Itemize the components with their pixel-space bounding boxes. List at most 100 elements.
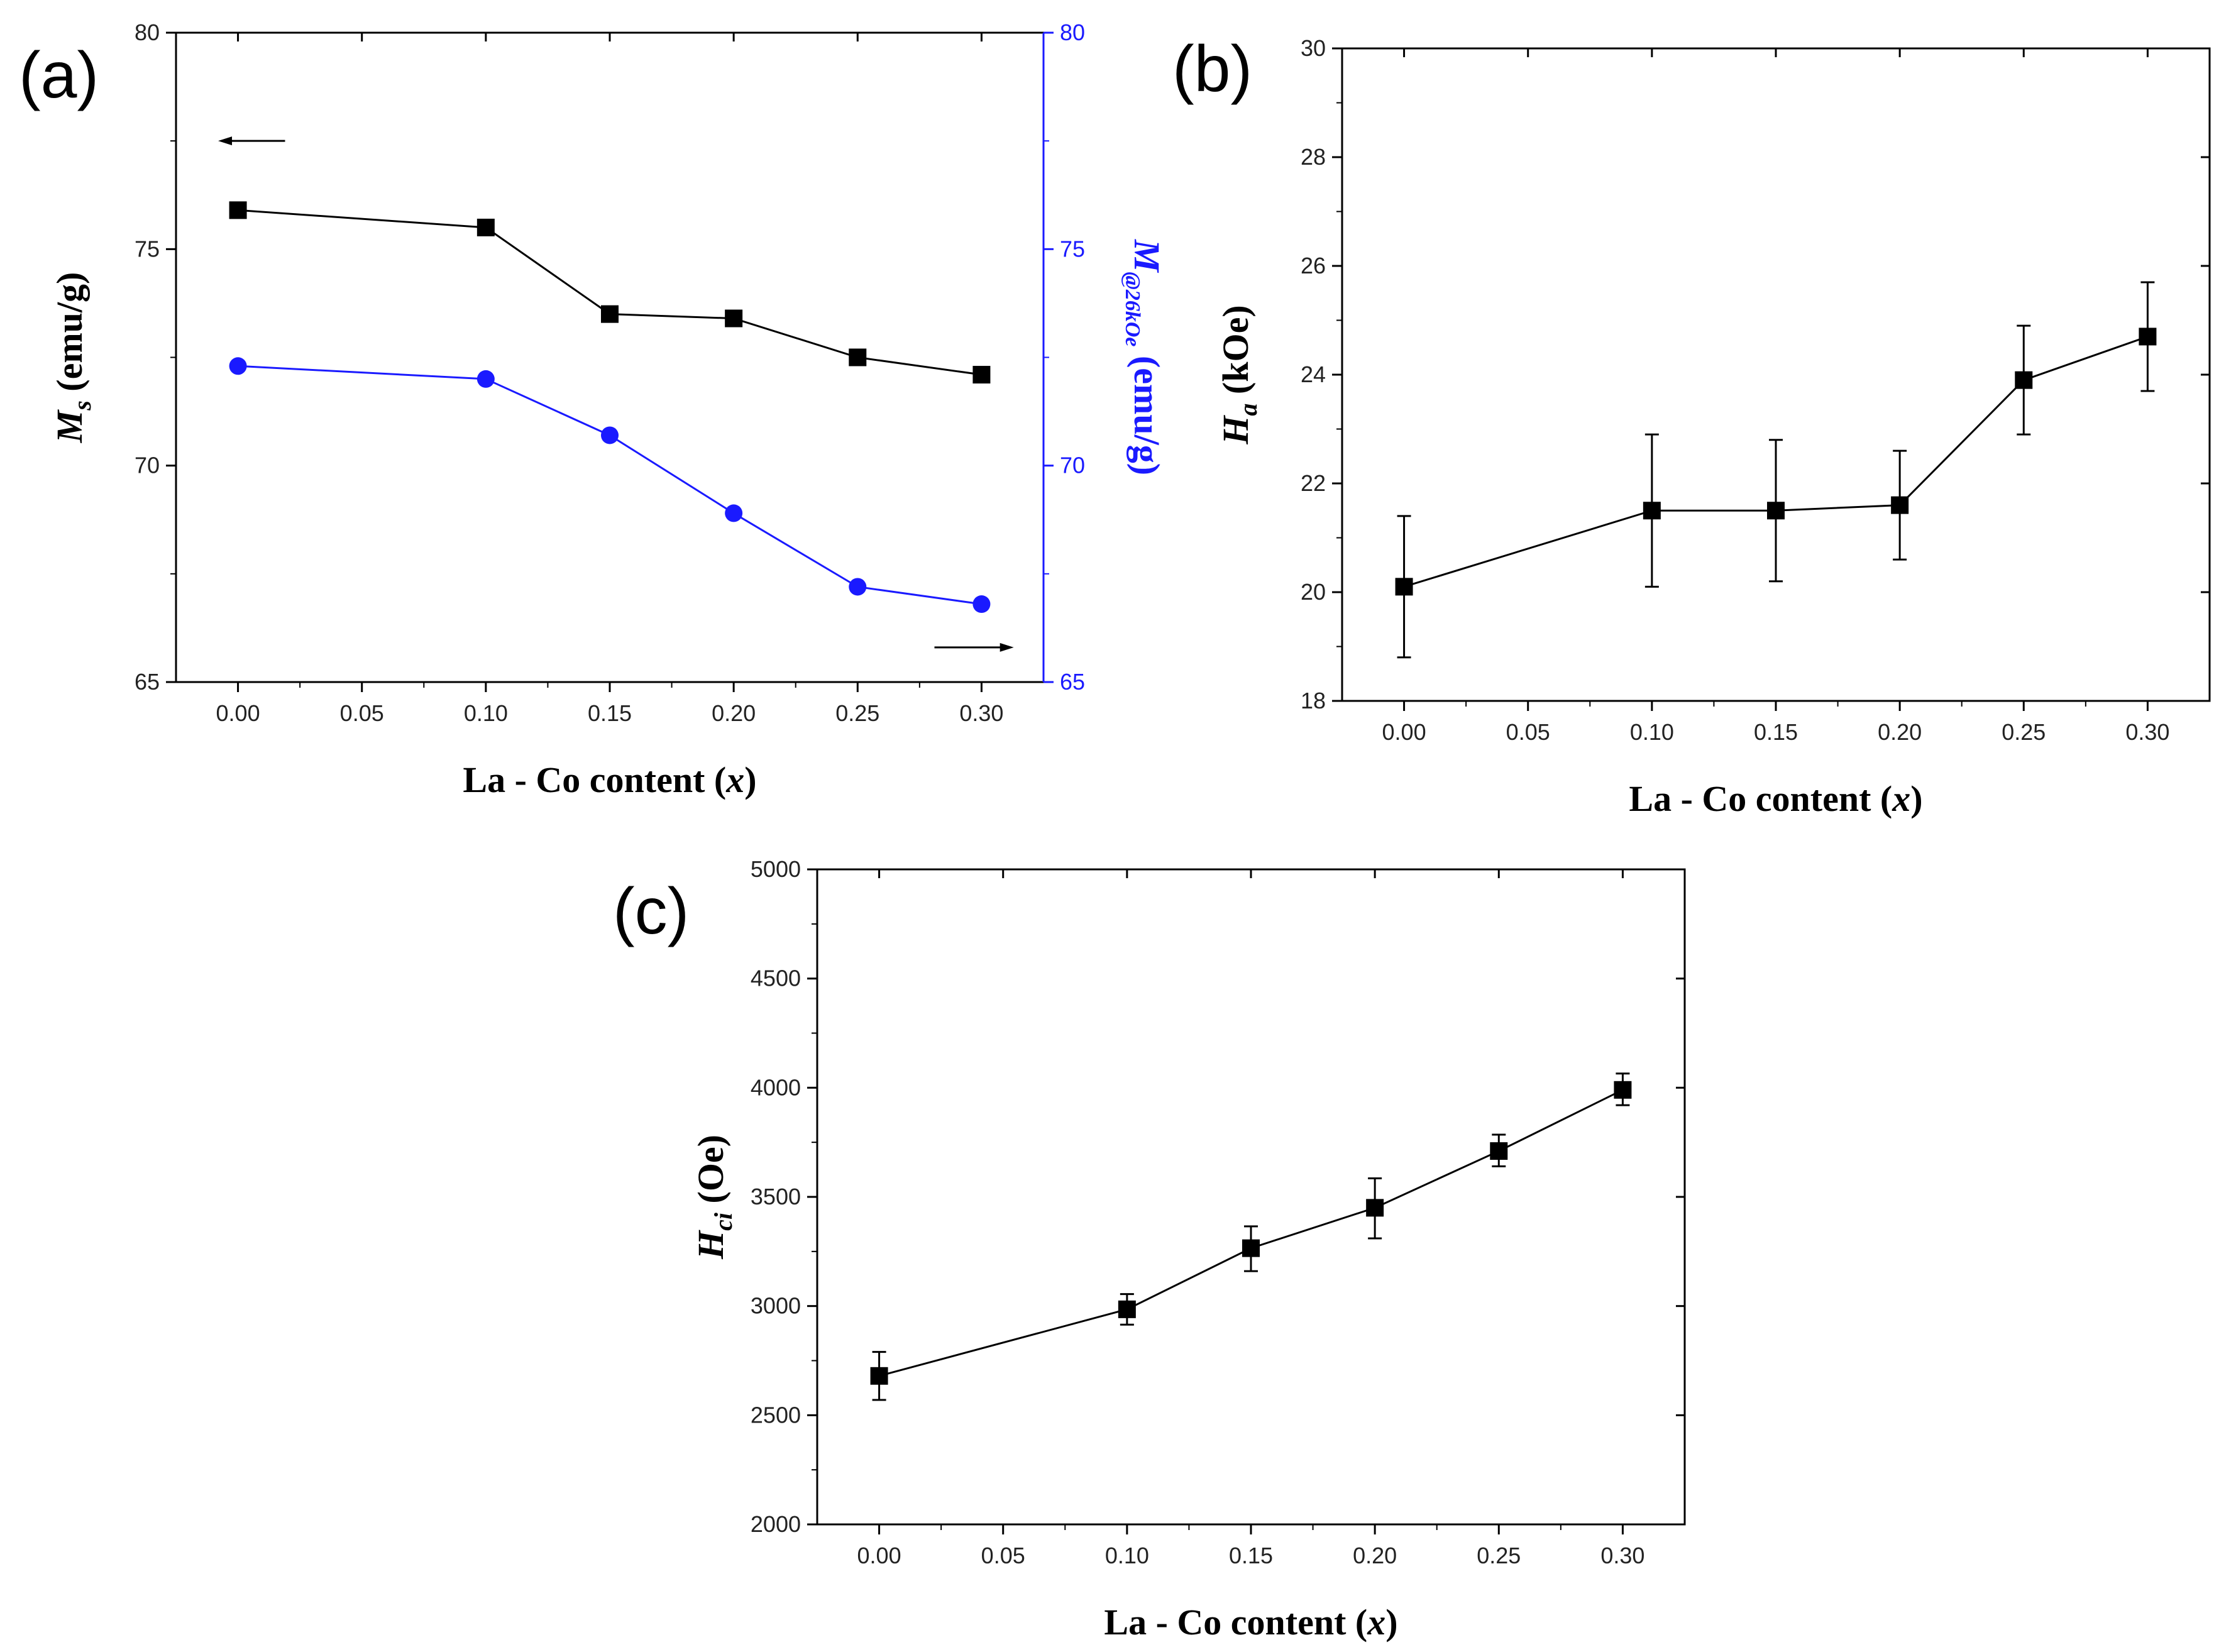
data-point-Ms [476,218,495,236]
panel-a: (a) 0.00 0.05 0.10 0.15 0.20 0.25 0.30 65 70 75 80 6… [19,19,1167,800]
x-axis-title: La - Co content (x) [1629,778,1922,819]
data-point-Ha [2139,328,2157,346]
x-tick-label: 0.20 [712,700,756,726]
x-tick-label: 0.30 [1600,1543,1644,1568]
y-axis-title-sub: ci [709,1213,737,1231]
y-axis-title: Ha (kOe) [1215,305,1262,444]
plot-frame [816,868,1686,1526]
arrow-left-head [218,136,233,146]
x-tick-label: 0.10 [464,700,508,726]
y-axis-title-sub: a [1234,404,1262,416]
data-point-Ha [1891,496,1909,514]
data-point-Ms [849,348,867,366]
data-point-M@26kOe [972,595,991,614]
data-point-Hci [1490,1142,1508,1160]
y-tick-label: 28 [1301,144,1326,170]
y-tick-label: 80 [135,19,160,45]
y-tick-label: 5000 [751,856,801,882]
data-point-Ms [601,305,619,323]
data-point-M@26kOe [601,426,619,444]
y-tick-label: 2000 [751,1511,801,1537]
data-point-Ms [972,366,991,384]
plot-frame [1341,47,2211,702]
x-tick-label: 0.20 [1353,1543,1397,1568]
x-axis-title: La - Co content (x) [1104,1602,1397,1643]
panel-label: (c) [613,875,689,948]
y-tick-label: 2500 [751,1402,801,1428]
y-axis-title-unit: (kOe) [1215,305,1256,403]
y-tick-label: 24 [1301,361,1326,387]
data-point-M@26kOe [476,370,495,388]
y-axis-title-var: H [1215,415,1256,445]
data-point-M@26kOe [725,504,743,522]
y2-tick-label: 80 [1060,19,1085,45]
x-tick-label: 0.10 [1105,1543,1149,1568]
y-tick-label: 30 [1301,35,1326,61]
y-tick-label: 22 [1301,470,1326,496]
y-tick-label: 4000 [751,1074,801,1100]
y-axis-title-sub: s [68,400,96,411]
x-axis-title-close: ) [744,759,756,800]
x-axis-title-var: x [1892,778,1910,819]
x-axis-title-text: La - Co content ( [1629,778,1892,819]
x-tick-label: 0.30 [2125,719,2169,745]
y-tick-label: 65 [135,669,160,695]
data-point-M@26kOe [849,578,867,596]
x-axis-title-text: La - Co content ( [463,759,726,800]
x-axis-title: La - Co content (x) [463,759,756,800]
y-tick-label: 3500 [751,1184,801,1209]
panel-label: (a) [19,39,99,112]
data-point-M@26kOe [229,357,247,375]
y-tick-label: 4500 [751,966,801,991]
data-point-Ms [229,201,247,219]
y-tick-label: 20 [1301,579,1326,605]
y-axis-title-unit: (Oe) [690,1135,731,1213]
y-axis-title-var: H [690,1230,731,1260]
series-line-Hci [879,1089,1624,1377]
y2-tick-label: 70 [1060,453,1085,478]
x-axis-title-close: ) [1910,778,1922,819]
y-tick-label: 70 [135,453,160,478]
data-point-Hci [1614,1081,1632,1099]
y-tick-label: 26 [1301,253,1326,278]
panel-b: (b) 0.00 0.05 0.10 0.15 0.20 0.25 0.30 18 20 22 24 2… [1172,33,2211,819]
x-tick-label: 0.30 [959,700,1003,726]
x-axis-title-close: ) [1385,1602,1397,1643]
x-tick-label: 0.25 [1477,1543,1521,1568]
y-axis-title: Hci (Oe) [690,1135,737,1260]
y-axis-title: Ms (emu/g) [49,272,96,444]
x-axis-title-var: x [1367,1602,1385,1643]
plot-frame [175,31,1045,683]
data-point-Hci [870,1367,888,1385]
x-tick-label: 0.15 [1229,1543,1273,1568]
x-tick-label: 0.05 [981,1543,1025,1568]
data-point-Hci [1242,1239,1260,1257]
x-axis-title-text: La - Co content ( [1104,1602,1367,1643]
y-tick-label: 3000 [751,1293,801,1319]
y-axis-title-var: M [49,409,90,443]
x-tick-label: 0.20 [1878,719,1922,745]
y-axis-title-unit: (emu/g) [49,272,90,401]
data-point-Ha [1643,502,1661,520]
y2-axis-title-sub: @26kOe [1121,272,1144,347]
data-point-Ha [2015,371,2033,389]
y2-tick-label: 65 [1060,669,1085,695]
x-tick-label: 0.00 [857,1543,901,1568]
data-point-Hci [1366,1199,1384,1217]
data-point-Hci [1118,1300,1136,1318]
y-tick-label: 75 [135,236,160,262]
data-point-Ha [1395,578,1413,596]
arrow-right-head [1000,642,1014,652]
x-tick-label: 0.10 [1630,719,1674,745]
x-tick-label: 0.05 [340,700,384,726]
panel-label: (b) [1172,33,1252,106]
x-tick-label: 0.15 [588,700,632,726]
x-tick-label: 0.00 [1382,719,1426,745]
series-line-M@26kOe [238,365,982,605]
y2-axis-title-var: M [1126,239,1167,273]
panel-c: (c) 0.00 0.05 0.10 0.15 0.20 0.25 0.30 2000 2500 3… [613,856,1686,1643]
x-tick-label: 0.25 [2002,719,2046,745]
data-point-Ha [1767,502,1785,520]
y2-axis-title-unit: (emu/g) [1126,346,1167,475]
